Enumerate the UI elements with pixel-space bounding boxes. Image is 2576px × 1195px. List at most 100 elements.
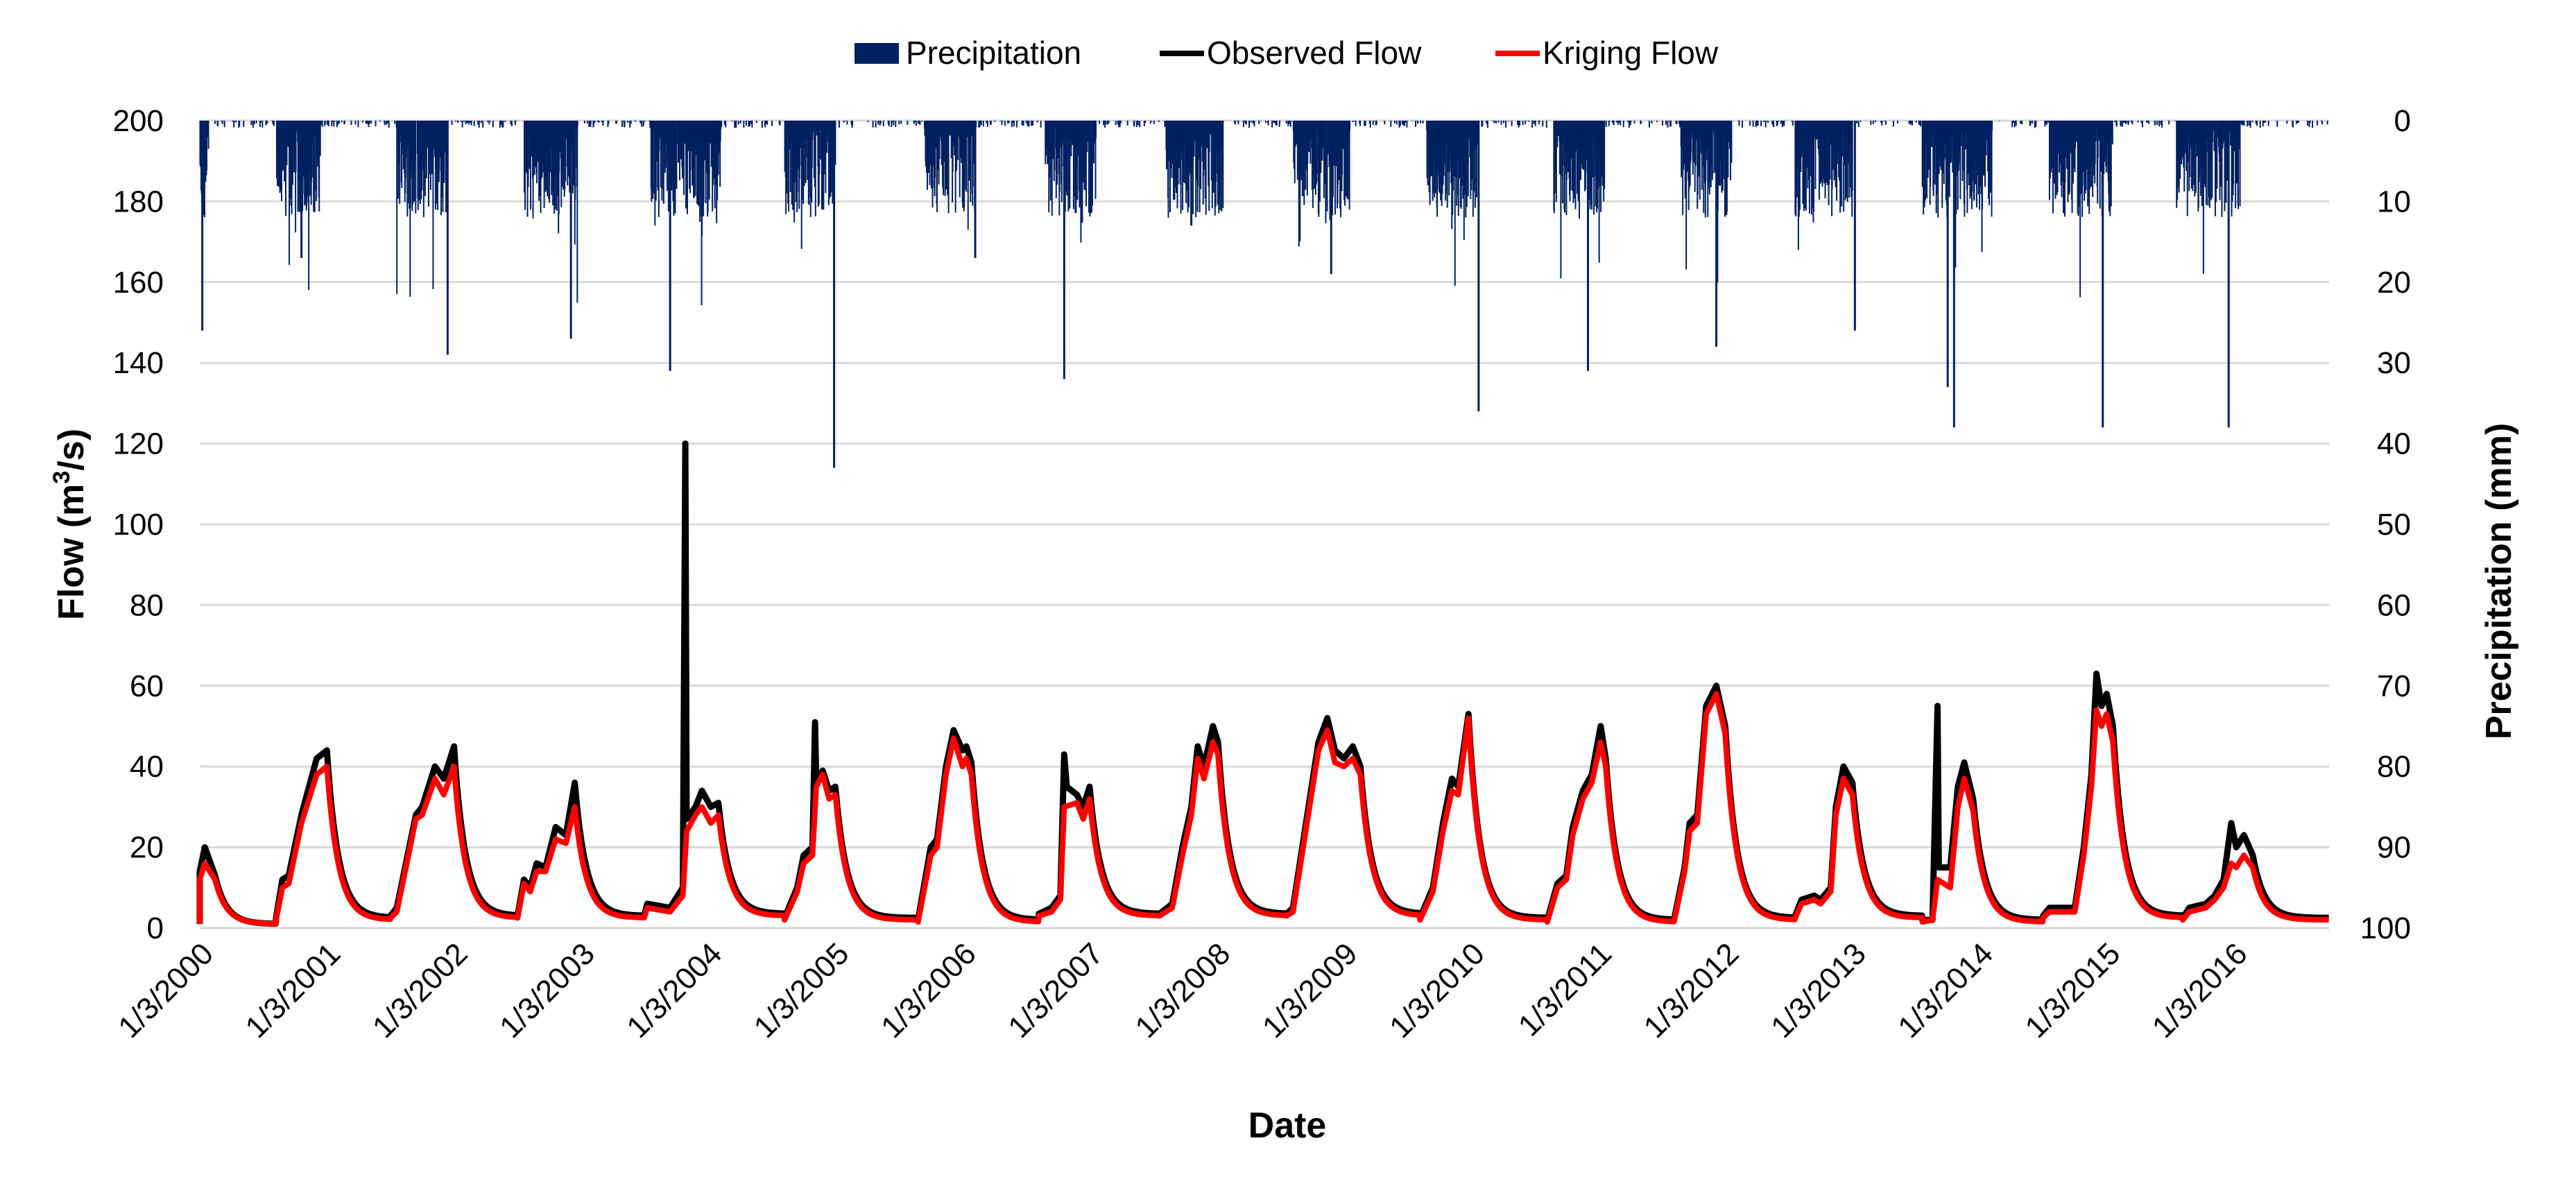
precipitation-bar-430: [547, 121, 549, 171]
precipitation-bar-1348: [1203, 121, 1205, 157]
precipitation-bar-1297: [1183, 121, 1185, 144]
precipitation-bar-2281: [1934, 121, 1936, 185]
precipitation-bar-872: [830, 121, 832, 193]
precipitation-bar-2682: [2190, 121, 2192, 189]
precipitation-bar-1006: [956, 121, 958, 171]
precipitation-bar-2115: [1808, 121, 1810, 214]
precipitation-bar-121: [302, 121, 304, 140]
precipitation-bar-66: [281, 121, 283, 143]
y-tick-label-180: 180: [113, 184, 164, 218]
precipitation-bar-2277: [1932, 121, 1934, 196]
precipitation-bar-1616: [1434, 121, 1436, 198]
precipitation-bar-634: [687, 121, 689, 135]
precipitation-bar-2250: [1921, 121, 1923, 187]
precipitation-bar-1625: [1436, 121, 1439, 176]
precipitation-bar-2422: [1990, 121, 1992, 163]
precipitation-bar-1902: [1628, 121, 1630, 128]
precipitation-bar-2523: [2079, 121, 2081, 298]
precipitation-bar-2432: [2021, 121, 2023, 125]
precipitation-bar-1034: [968, 121, 970, 139]
precipitation-bar-2283: [1934, 121, 1937, 140]
precipitation-bar-522: [608, 121, 610, 124]
precipitation-bar-1123: [1060, 121, 1062, 148]
precipitation-bar-329: [444, 121, 446, 153]
precipitation-bar-37: [243, 121, 245, 128]
precipitation-bar-351: [477, 121, 479, 125]
precipitation-bar-57: [277, 121, 280, 187]
precipitation-bar-1158: [1072, 121, 1074, 209]
precipitation-bar-2230: [1870, 121, 1872, 126]
precipitation-bar-145: [311, 121, 313, 144]
precipitation-bar-2361: [1964, 121, 1966, 150]
precipitation-bar-1121: [1058, 121, 1061, 193]
precipitation-bar-56: [277, 121, 279, 150]
precipitation-bar-137: [308, 121, 310, 171]
precipitation-bar-2416: [1988, 121, 1990, 199]
precipitation-bar-2201: [1843, 121, 1845, 212]
precipitation-bar-1837: [1584, 121, 1586, 191]
precipitation-bar-1385: [1218, 121, 1220, 214]
precipitation-bar-2346: [1958, 121, 1960, 164]
precipitation-bar-1527: [1333, 121, 1335, 166]
precipitation-bar-302: [433, 121, 435, 150]
precipitation-bar-2303: [1941, 121, 1943, 169]
precipitation-bar-624: [682, 121, 685, 196]
precipitation-bar-992: [950, 121, 952, 159]
precipitation-bar-1075: [1022, 121, 1024, 126]
precipitation-bar-1056: [980, 121, 982, 124]
precipitation-bar-722: [719, 121, 721, 141]
precipitation-bar-206: [396, 121, 398, 295]
precipitation-bar-105: [295, 121, 298, 130]
precipitation-bar-2635: [2158, 121, 2161, 127]
precipitation-bar-2546: [2088, 121, 2090, 214]
precipitation-peak-bar-0: [201, 121, 204, 331]
precipitation-bar-2120: [1810, 121, 1812, 215]
precipitation-bar-133: [307, 121, 309, 197]
precipitation-bar-2126: [1812, 121, 1814, 212]
precipitation-bar-2029: [1722, 121, 1724, 180]
precipitation-bar-2371: [1969, 121, 1971, 199]
precipitation-bar-2056: [1755, 121, 1758, 126]
precipitation-bar-2805: [2239, 121, 2241, 207]
precipitation-bar-2286: [1936, 121, 1938, 195]
precipitation-bar-1865: [1595, 121, 1597, 207]
precipitation-bar-2098: [1802, 121, 1804, 151]
precipitation-bar-2738: [2213, 121, 2215, 131]
precipitation-bar-327: [443, 121, 445, 183]
precipitation-bar-1539: [1338, 121, 1340, 180]
precipitation-bar-124: [304, 121, 306, 206]
precipitation-bar-716: [717, 121, 719, 175]
precipitation-bar-1637: [1441, 121, 1443, 206]
precipitation-bar-2453: [2052, 121, 2054, 214]
precipitation-bar-737: [739, 121, 741, 124]
precipitation-bar-1522: [1331, 121, 1333, 216]
y-axis-title-superscript: 3: [49, 471, 75, 484]
precipitation-bar-51: [273, 121, 275, 126]
precipitation-bar-1072: [1016, 121, 1018, 128]
precipitation-bar-73: [284, 121, 286, 182]
precipitation-bar-1360: [1208, 121, 1210, 153]
precipitation-bar-42: [259, 121, 261, 128]
precipitation-bar-442: [552, 121, 554, 173]
precipitation-bar-2199: [1841, 121, 1844, 157]
precipitation-bar-1495: [1319, 121, 1321, 202]
precipitation-bar-1340: [1200, 121, 1202, 189]
precipitation-bar-519: [601, 121, 603, 123]
precipitation-bar-1571: [1359, 121, 1362, 126]
precipitation-bar-1737: [1486, 121, 1488, 128]
precipitation-bar-684: [705, 121, 707, 173]
precipitation-bar-2362: [1965, 121, 1967, 131]
precipitation-bar-366: [510, 121, 512, 125]
precipitation-peak-bar-2: [446, 121, 449, 355]
precipitation-bar-2014: [1717, 121, 1719, 211]
precipitation-bar-2427: [2011, 121, 2013, 128]
precipitation-bar-219: [401, 121, 403, 188]
precipitation-bar-2556: [2092, 121, 2094, 166]
precipitation-bar-2402: [1981, 121, 1983, 209]
precipitation-bar-355: [486, 121, 488, 122]
precipitation-bar-808: [805, 121, 807, 158]
precipitation-bar-2389: [1976, 121, 1978, 170]
precipitation-bar-47: [266, 121, 268, 124]
precipitation-bar-2044: [1728, 121, 1731, 149]
precipitation-bar-36: [239, 121, 241, 127]
